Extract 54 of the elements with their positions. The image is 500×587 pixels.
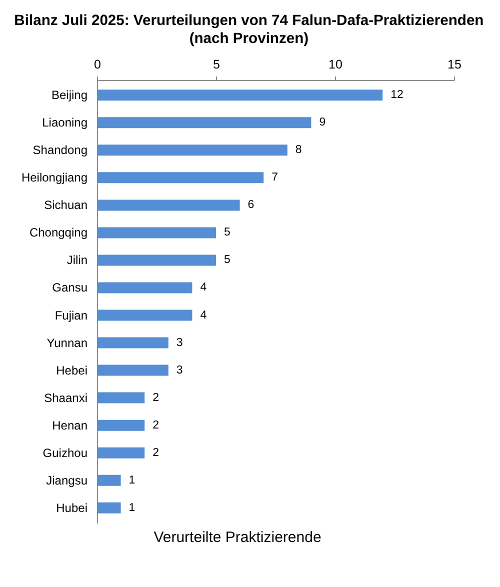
y-tick-label: Hebei bbox=[56, 363, 88, 378]
bar bbox=[97, 337, 168, 348]
y-tick-label: Chongqing bbox=[29, 226, 88, 240]
bar bbox=[97, 310, 192, 321]
data-label: 6 bbox=[248, 199, 254, 212]
data-label: 4 bbox=[200, 282, 208, 294]
chart-title: Bilanz Juli 2025: Verurteilungen von 74 Falun-Dafa-Praktizierenden (nach Provinzen) bbox=[14, 13, 484, 48]
x-axis-title: Verurteilte Praktizierende bbox=[154, 529, 322, 546]
y-tick-label: Yunnan bbox=[46, 336, 88, 350]
data-label: 5 bbox=[224, 226, 230, 239]
y-tick-label: Shandong bbox=[32, 143, 88, 158]
y-tick-label: Liaoning bbox=[42, 116, 88, 130]
bar bbox=[97, 502, 121, 514]
bar bbox=[97, 392, 145, 404]
data-label: 3 bbox=[176, 336, 183, 349]
bar bbox=[97, 254, 216, 266]
data-label: 7 bbox=[272, 172, 278, 184]
bar bbox=[97, 144, 288, 156]
data-label: 2 bbox=[152, 392, 160, 404]
data-label: 2 bbox=[152, 419, 160, 432]
y-tick-label: Hubei bbox=[56, 500, 88, 515]
y-tick-label: Shaanxi bbox=[44, 390, 88, 405]
x-tick-label: 5 bbox=[213, 58, 220, 72]
data-label: 4 bbox=[200, 309, 208, 322]
y-tick-label: Henan bbox=[52, 418, 88, 432]
data-label: 2 bbox=[152, 446, 160, 459]
data-label: 12 bbox=[390, 89, 404, 102]
bar bbox=[97, 227, 216, 238]
x-tick-label: 0 bbox=[94, 58, 102, 72]
bar bbox=[97, 282, 192, 294]
data-label: 1 bbox=[128, 474, 136, 486]
data-label: 8 bbox=[295, 144, 302, 156]
bar bbox=[97, 172, 264, 184]
y-tick-label: Beijing bbox=[51, 88, 88, 102]
data-label: 3 bbox=[176, 364, 183, 376]
x-tick-label: 10 bbox=[328, 58, 342, 72]
data-label: 5 bbox=[224, 254, 230, 266]
y-tick-label: Jilin bbox=[66, 253, 88, 268]
bar bbox=[97, 117, 312, 128]
bar bbox=[97, 364, 168, 376]
bar bbox=[97, 447, 145, 458]
y-tick-label: Sichuan bbox=[44, 198, 88, 212]
bar bbox=[97, 200, 240, 211]
y-tick-label: Guizhou bbox=[42, 446, 88, 460]
y-tick-label: Gansu bbox=[52, 280, 88, 295]
y-tick-label: Jiangsu bbox=[46, 473, 88, 488]
x-tick-label: 15 bbox=[448, 58, 462, 72]
data-label: 1 bbox=[128, 502, 136, 514]
bar bbox=[97, 90, 383, 101]
data-label: 9 bbox=[319, 116, 326, 129]
bar bbox=[97, 474, 121, 486]
y-tick-label: Fujian bbox=[54, 308, 88, 322]
y-tick-label: Heilongjiang bbox=[21, 170, 88, 185]
bar bbox=[97, 420, 145, 431]
